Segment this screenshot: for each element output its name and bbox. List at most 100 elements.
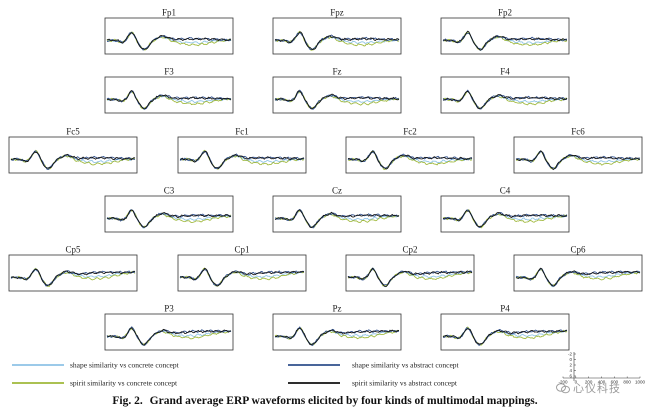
erp-panel: Fp1 [104, 8, 234, 55]
legend-item: spirit similarity vs concrete concept [12, 379, 178, 388]
waveform-line [274, 90, 400, 110]
y-tick-label: 6 [569, 374, 572, 379]
legend-item: shape similarity vs concrete concept [12, 361, 180, 370]
waveform-line [442, 30, 567, 51]
electrode-label: P3 [164, 304, 174, 314]
electrode-label: F3 [164, 67, 174, 77]
waveform-line [442, 32, 568, 51]
x-tick-label: 1000 [635, 380, 646, 385]
panel-frame [104, 195, 234, 233]
waveform-line [106, 91, 232, 110]
waveform-line [106, 32, 232, 50]
waveform-line [347, 150, 473, 170]
erp-panel: Fp2 [440, 8, 570, 55]
panel-frame [513, 136, 643, 174]
erp-panel: P4 [440, 304, 570, 351]
watermark: 心仪科技 [556, 380, 621, 396]
electrode-label: Fc5 [66, 127, 80, 137]
electrode-label: P4 [500, 304, 510, 314]
panel-frame [272, 195, 402, 233]
erp-panel: Cp5 [8, 245, 138, 292]
y-tick-label: -2 [568, 352, 572, 357]
electrode-label: Pz [333, 304, 342, 314]
panel-frame [177, 254, 307, 292]
panel-frame [440, 76, 570, 114]
panel-frame [513, 254, 643, 292]
y-tick-label: 2 [569, 363, 572, 368]
electrode-label: Fc6 [571, 127, 585, 137]
erp-panel: C3 [104, 186, 234, 233]
watermark-text: 心仪科技 [573, 382, 621, 395]
waveform-line [516, 150, 641, 171]
waveform-line [106, 209, 232, 228]
erp-panel: Fc2 [345, 127, 475, 174]
erp-panel: Fc5 [8, 127, 138, 174]
erp-panel: F4 [440, 67, 570, 114]
panel-frame [345, 254, 475, 292]
erp-panel: Fc6 [513, 127, 643, 174]
legend: shape similarity vs concrete concept spir… [12, 361, 460, 388]
panel-frame [272, 76, 402, 114]
legend-item: spirit similarity vs abstract concept [288, 379, 458, 388]
erp-panel: Fz [272, 67, 402, 114]
electrode-label: Fc2 [403, 127, 417, 137]
waveform-line [515, 267, 641, 287]
figure-caption: Fig. 2. Grand average ERP waveforms elic… [0, 395, 650, 407]
electrode-label: Fc1 [235, 127, 249, 137]
waveform-line [106, 89, 232, 110]
waveform-line [442, 328, 568, 345]
y-tick-label: 4 [569, 368, 572, 373]
panel-frame [345, 136, 475, 174]
x-tick-label: 600 [611, 380, 619, 385]
electrode-label: Cp2 [402, 245, 417, 255]
waveform-line [347, 267, 473, 287]
x-tick-label: 200 [585, 380, 593, 385]
x-tick-label: -200 [558, 380, 568, 385]
electrode-label: Fp2 [498, 8, 512, 18]
chat-bubble-icon [556, 383, 570, 394]
legend-label: spirit similarity vs concrete concept [70, 379, 178, 388]
electrode-label: Fpz [330, 8, 344, 18]
x-tick-label: 400 [598, 380, 606, 385]
panel-frame [272, 17, 402, 55]
waveform-line [274, 31, 400, 51]
erp-panel: Fpz [272, 8, 402, 55]
panel-frame [440, 195, 570, 233]
panel-frame [440, 17, 570, 55]
electrode-label: Cp6 [570, 245, 586, 255]
panel-frame [104, 17, 234, 55]
erp-panels: Fp1 Fpz Fp2 F3 Fz F4 Fc5 Fc1 Fc2 Fc6 C3 Cz C4 Cp5 Cp1 C… [8, 8, 643, 351]
erp-panel: C4 [440, 186, 570, 233]
legend-label: spirit similarity vs abstract concept [352, 379, 458, 388]
waveform-line [442, 210, 568, 228]
caption-text: Grand average ERP waveforms elicited by … [149, 395, 538, 407]
erp-panel: F3 [104, 67, 234, 114]
waveform-line [274, 209, 400, 229]
y-tick-label: 0 [569, 357, 572, 362]
x-tick-label: 800 [623, 380, 631, 385]
panel-frame [8, 136, 138, 174]
waveform-line [10, 268, 136, 286]
panel-frame [104, 76, 234, 114]
erp-panel: Cp6 [513, 245, 643, 292]
waveform-line [179, 150, 305, 169]
erp-panel: Fc1 [177, 127, 307, 174]
waveform-line [106, 327, 232, 346]
legend-item: shape similarity vs abstract concept [288, 361, 460, 370]
electrode-label: Fz [333, 67, 342, 77]
waveform-line [10, 151, 136, 169]
waveform-line [274, 327, 400, 346]
electrode-label: C4 [500, 186, 511, 196]
electrode-label: Cz [332, 186, 342, 196]
electrode-label: Fp1 [162, 8, 176, 18]
erp-panel: P3 [104, 304, 234, 351]
legend-label: shape similarity vs concrete concept [70, 361, 180, 370]
waveform-line [442, 90, 568, 109]
panel-frame [177, 136, 307, 174]
x-tick-label: 0 [575, 380, 578, 385]
erp-panel: Pz [272, 304, 402, 351]
waveform-line [179, 267, 305, 287]
erp-panel: Cz [272, 186, 402, 233]
